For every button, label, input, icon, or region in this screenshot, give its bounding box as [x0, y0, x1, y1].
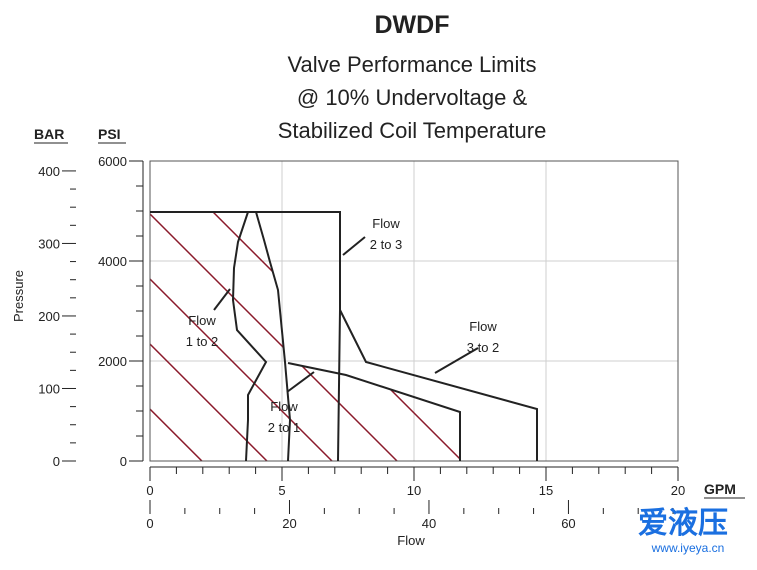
plot-frame — [149, 160, 679, 462]
label-flow-3-to-2-line2: 3 to 2 — [467, 340, 500, 355]
hatch-region-flow-2-to-1 — [150, 212, 290, 461]
gpm-tick-label: 15 — [539, 483, 553, 498]
leader-flow-1-to-2 — [213, 288, 231, 311]
psi-tick-label: 0 — [120, 454, 127, 469]
gpm-tick-label: 0 — [146, 483, 153, 498]
psi-unit-label: PSI — [98, 126, 121, 142]
bar-tick-label: 200 — [38, 309, 60, 324]
watermark-url: www.iyeya.cn — [651, 541, 725, 555]
label-flow-1-to-2-line1: Flow — [188, 313, 216, 328]
curves — [150, 211, 538, 462]
bar-tick-label: 400 — [38, 164, 60, 179]
label-flow-3-to-2-line1: Flow — [469, 319, 497, 334]
hatched-regions — [150, 212, 460, 461]
leader-flow-2-to-1 — [286, 371, 315, 393]
bar-tick-label: 100 — [38, 381, 60, 396]
chart-subtitle-3: Stabilized Coil Temperature — [278, 118, 547, 143]
leader-flow-2-to-3 — [342, 236, 366, 256]
hatch-region-flow-2-to-1-extension — [288, 363, 460, 461]
curve-flow-2-to-1 — [150, 211, 292, 462]
chart-title: DWDF — [375, 11, 450, 39]
gpm-tick-label: 5 — [278, 483, 285, 498]
label-flow-1-to-2-line2: 1 to 2 — [186, 334, 219, 349]
bar-tick-label: 300 — [38, 236, 60, 251]
bar-unit-label: BAR — [34, 126, 64, 142]
gpm-unit-label: GPM — [704, 481, 736, 497]
lpm-tick-label: 60 — [561, 516, 575, 531]
psi-tick-label: 6000 — [98, 154, 127, 169]
psi-tick-label: 2000 — [98, 354, 127, 369]
label-flow-2-to-1-line2: 2 to 1 — [268, 420, 301, 435]
curve-flow-1-to-2 — [231, 211, 268, 462]
watermark-logo-text: 爱液压 — [638, 507, 728, 540]
watermark: 爱液压 www.iyeya.cn — [638, 507, 728, 555]
curve-flow-2-to-1-ext — [287, 362, 461, 461]
lpm-tick-label: 0 — [146, 516, 153, 531]
curve-flow-3-to-2 — [339, 309, 538, 461]
bar-tick-label: 0 — [53, 454, 60, 469]
x-axis-label: Flow — [397, 533, 425, 548]
label-flow-2-to-1-line1: Flow — [270, 399, 298, 414]
leader-lines — [213, 236, 479, 393]
chart-subtitle-1: Valve Performance Limits — [287, 52, 536, 77]
leader-flow-3-to-2 — [434, 347, 479, 374]
lpm-tick-label: 20 — [282, 516, 296, 531]
y-axis-label: Pressure — [11, 270, 26, 322]
label-flow-2-to-3-line2: 2 to 3 — [370, 237, 403, 252]
lpm-tick-label: 40 — [422, 516, 436, 531]
psi-tick-label: 4000 — [98, 254, 127, 269]
gpm-tick-label: 20 — [671, 483, 685, 498]
chart-subtitle-2: @ 10% Undervoltage & — [297, 85, 528, 110]
curve-flow-2-to-3 — [150, 211, 341, 462]
gpm-tick-label: 10 — [407, 483, 421, 498]
label-flow-2-to-3-line1: Flow — [372, 216, 400, 231]
